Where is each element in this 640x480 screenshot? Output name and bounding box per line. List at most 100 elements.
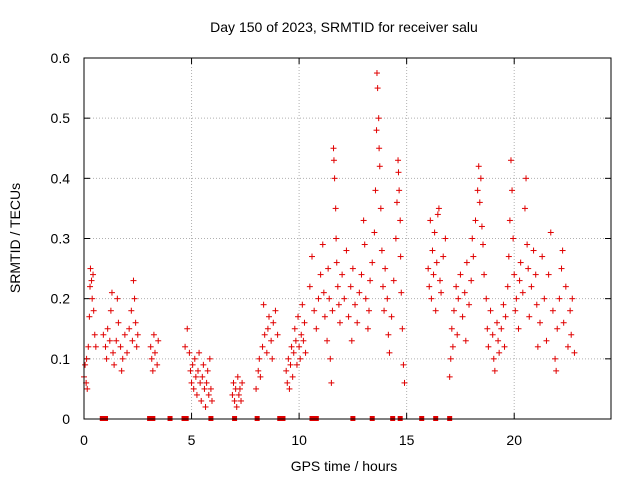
data-point <box>256 355 263 362</box>
data-point <box>192 373 199 380</box>
data-point <box>313 325 320 332</box>
data-point <box>571 349 578 356</box>
data-point <box>203 379 210 386</box>
data-point <box>560 319 567 326</box>
data-point <box>567 307 574 314</box>
data-point <box>283 367 290 374</box>
data-point <box>463 259 470 266</box>
data-point <box>376 145 383 152</box>
y-axis-ticks: 0 0.1 0.2 0.3 0.4 0.5 0.6 <box>51 50 611 427</box>
data-point <box>526 313 533 320</box>
data-point <box>433 259 440 266</box>
y-tick-label: 0.3 <box>51 231 71 247</box>
data-point <box>438 289 445 296</box>
data-point <box>358 271 365 278</box>
data-point <box>436 277 443 284</box>
data-point <box>528 283 535 290</box>
data-point <box>325 265 332 272</box>
data-point <box>108 289 115 296</box>
data-point <box>361 241 368 248</box>
data-point <box>268 337 275 344</box>
data-point <box>462 337 469 344</box>
data-point <box>525 265 532 272</box>
data-point <box>430 271 437 278</box>
data-point <box>534 343 541 350</box>
data-point <box>324 337 331 344</box>
data-point <box>133 343 140 350</box>
data-point <box>260 301 267 308</box>
data-point <box>331 175 338 182</box>
data-point <box>155 337 162 344</box>
x-tick-label: 15 <box>399 432 415 448</box>
data-point <box>128 307 135 314</box>
data-point <box>397 217 404 224</box>
data-point <box>328 379 335 386</box>
data-point <box>107 307 114 314</box>
data-point <box>343 247 350 254</box>
data-point <box>134 331 141 338</box>
data-point <box>263 349 270 356</box>
data-point <box>469 235 476 242</box>
data-point <box>386 349 393 356</box>
data-point <box>111 361 118 368</box>
data-point <box>89 295 96 302</box>
data-point <box>524 241 531 248</box>
data-point <box>191 355 198 362</box>
data-point <box>335 301 342 308</box>
data-point <box>553 367 560 374</box>
data-point <box>476 199 483 206</box>
data-point <box>286 385 293 392</box>
data-point <box>384 295 391 302</box>
data-point <box>396 187 403 194</box>
data-point <box>197 379 204 386</box>
x-tick-label: 0 <box>80 432 88 448</box>
data-point <box>329 307 336 314</box>
data-point <box>86 313 93 320</box>
data-point <box>450 307 457 314</box>
data-point <box>102 343 109 350</box>
data-point <box>287 361 294 368</box>
data-point <box>293 361 300 368</box>
data-point <box>257 373 264 380</box>
data-point <box>431 229 438 236</box>
data-point <box>448 325 455 332</box>
data-point <box>501 343 508 350</box>
data-point <box>298 331 305 338</box>
x-tick-label: 5 <box>188 432 196 448</box>
data-point <box>519 289 526 296</box>
data-point <box>82 361 89 368</box>
data-point <box>493 319 500 326</box>
chart-title: Day 150 of 2023, SRMTID for receiver sal… <box>210 19 478 35</box>
data-point <box>87 265 94 272</box>
y-tick-label: 0.4 <box>51 170 71 186</box>
data-point <box>375 115 382 122</box>
data-point <box>454 331 461 338</box>
data-point <box>188 379 195 386</box>
data-point <box>114 295 121 302</box>
data-point <box>284 379 291 386</box>
data-point <box>378 247 385 254</box>
plot-frame <box>83 57 612 420</box>
data-point <box>348 337 355 344</box>
data-point <box>399 325 406 332</box>
data-point <box>564 343 571 350</box>
data-point <box>195 367 202 374</box>
x-tick-label: 20 <box>506 432 522 448</box>
data-point <box>435 205 442 212</box>
data-point <box>354 319 361 326</box>
data-point <box>285 355 292 362</box>
data-point <box>332 205 339 212</box>
data-point <box>428 295 435 302</box>
data-point <box>235 391 242 398</box>
data-point <box>87 283 94 290</box>
data-point <box>88 277 95 284</box>
data-point <box>455 295 462 302</box>
data-point <box>373 70 380 77</box>
data-point <box>533 301 540 308</box>
data-point <box>117 343 124 350</box>
data-point <box>295 313 302 320</box>
data-point <box>253 385 260 392</box>
data-point <box>317 271 324 278</box>
data-point <box>401 379 408 386</box>
data-point <box>202 403 209 410</box>
